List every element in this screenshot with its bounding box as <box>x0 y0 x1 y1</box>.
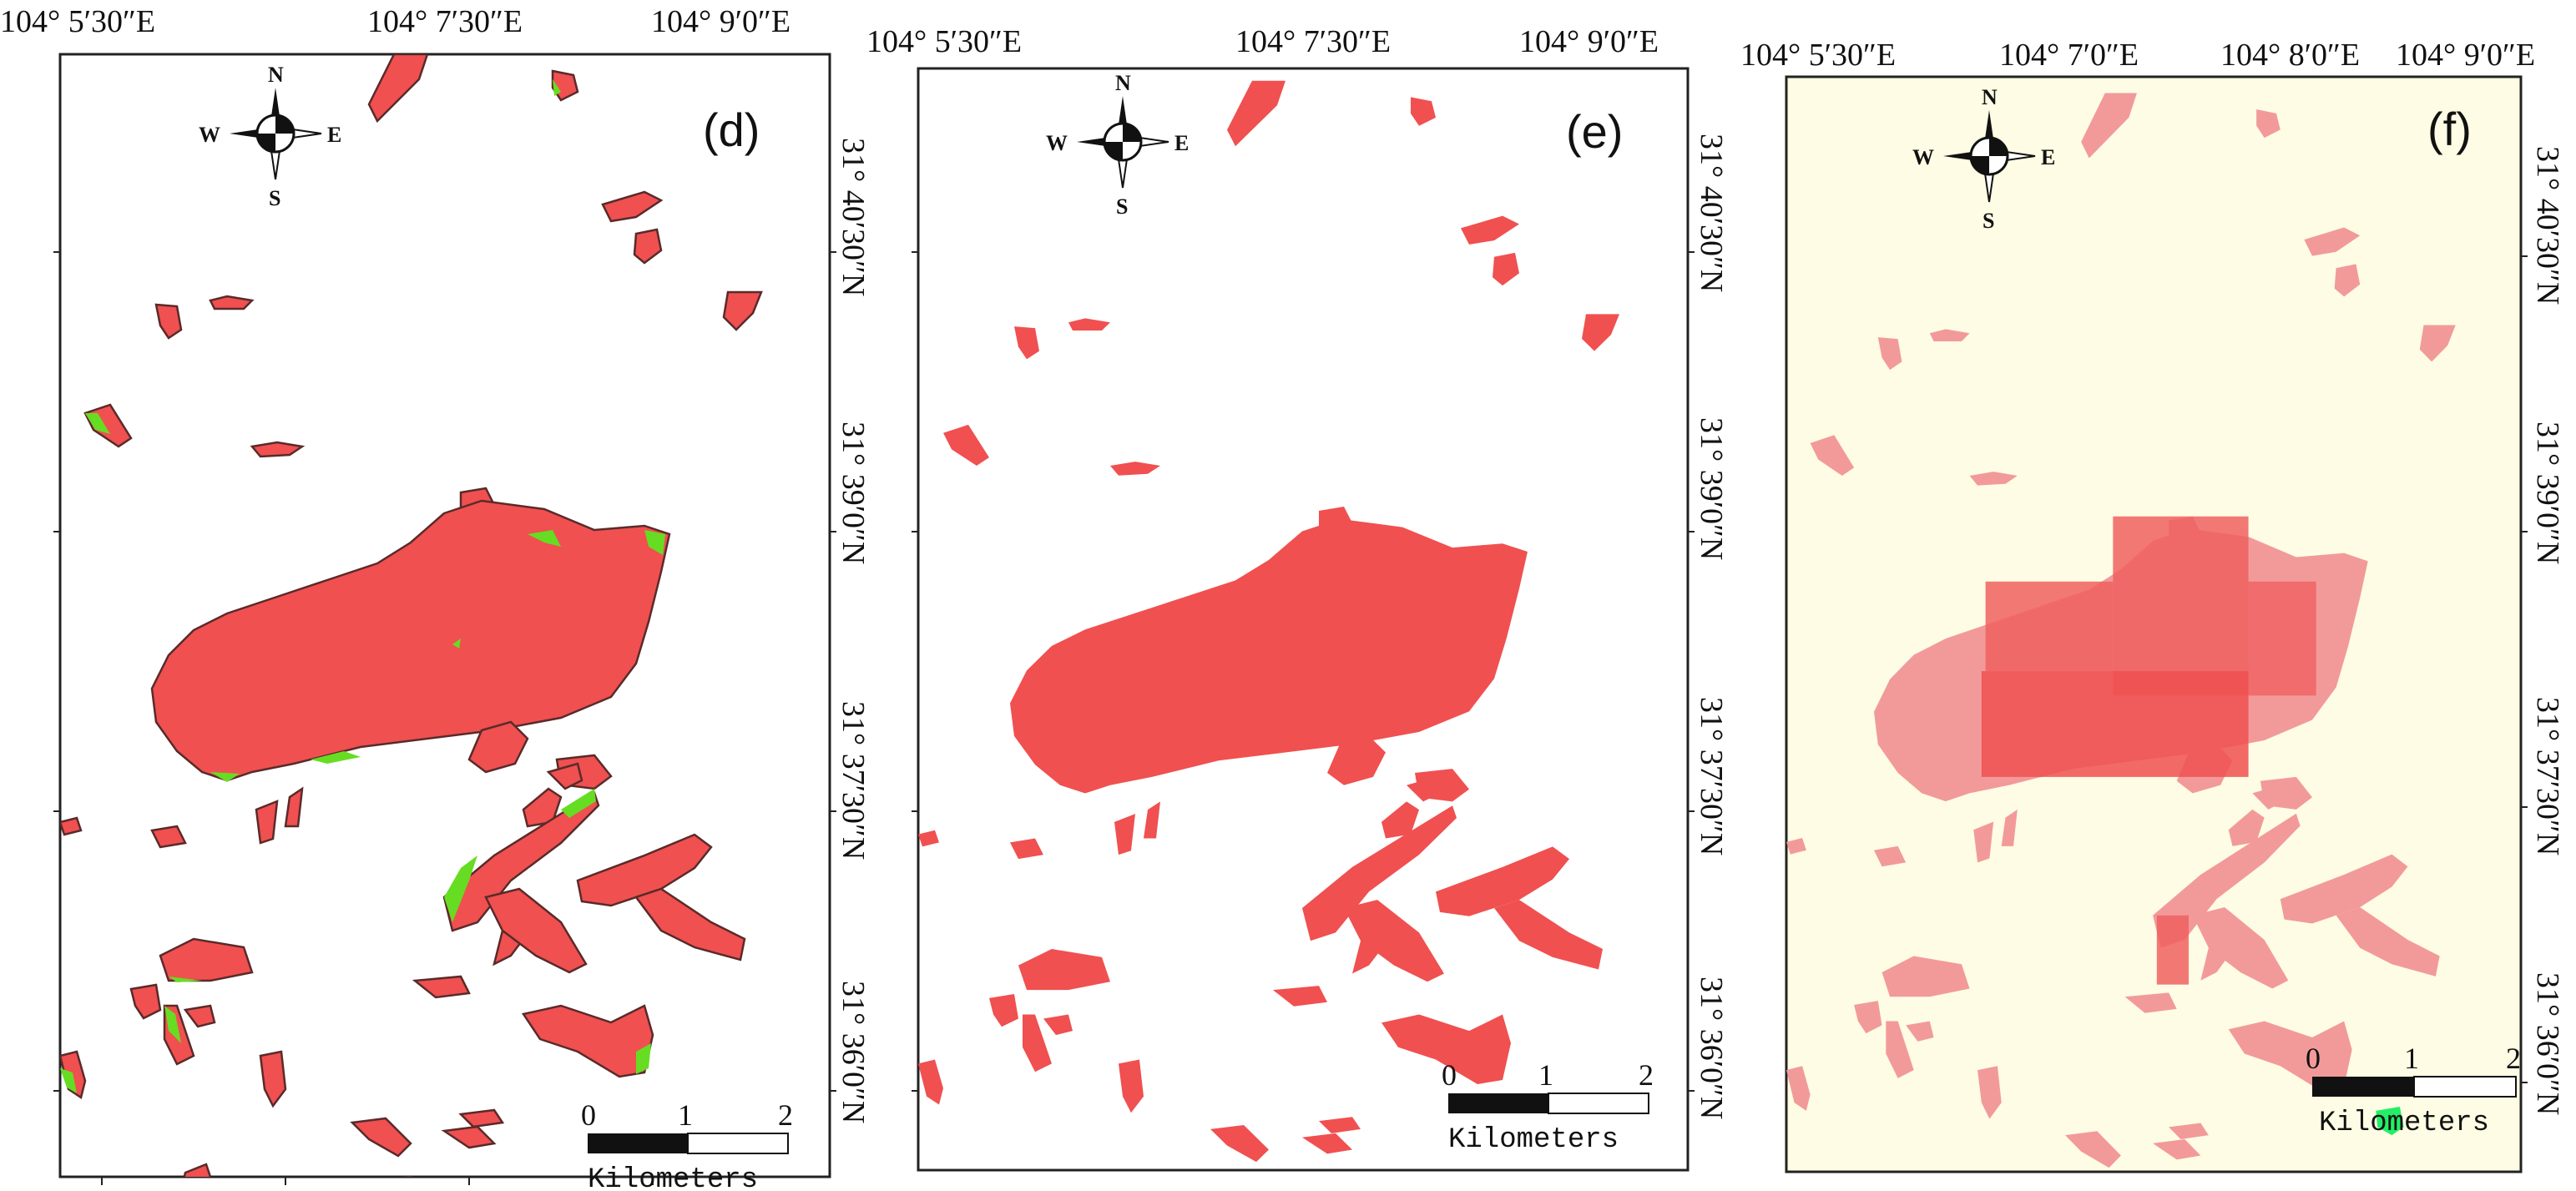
compass-west-label: W <box>1046 131 1068 155</box>
scale-unit-label: Kilometers <box>588 1164 758 1191</box>
panel-e: 104° 5′30″E 104° 7′30″E 104° 9′0″E N S E… <box>866 24 1729 1172</box>
panel-f-lat-label-4: 31° 36′0″N <box>2530 972 2565 1115</box>
panel-e-label: (e) <box>1566 105 1623 158</box>
panel-f-lat-label-2: 31° 39′0″N <box>2530 421 2565 564</box>
scale-tick-2: 2 <box>2506 1042 2521 1075</box>
panel-f-ticks <box>2521 255 2528 1083</box>
panel-e-lat-label-2: 31° 39′0″N <box>1694 417 1729 560</box>
compass-north-label: N <box>268 63 284 87</box>
panel-d-compass: N S E W <box>199 63 341 210</box>
panel-f-lon-label-1: 104° 5′30″E <box>1740 38 1896 73</box>
compass-east-label: E <box>327 123 341 147</box>
panel-f-scale-bar: 0 1 2 Kilometers <box>2306 1042 2521 1139</box>
panel-f-lat-label-3: 31° 37′30″N <box>2530 697 2565 855</box>
panel-e-lat-label-3: 31° 37′30″N <box>1694 697 1729 855</box>
panel-d-label: (d) <box>703 103 760 156</box>
panel-f-label: (f) <box>2427 103 2472 155</box>
compass-west-label: W <box>199 123 220 147</box>
compass-north-label: N <box>1115 71 1131 95</box>
scale-unit-label: Kilometers <box>2319 1108 2489 1139</box>
panel-d-lat-label-4: 31° 36′0″N <box>836 981 871 1123</box>
panel-d-scale-bar: 0 1 2 Kilometers <box>581 1098 793 1191</box>
compass-south-label: S <box>269 186 280 210</box>
panel-f-green-marker <box>2376 1106 2404 1136</box>
scale-tick-1: 1 <box>678 1098 693 1132</box>
panel-f-lon-label-4: 104° 9′0″E <box>2396 38 2535 73</box>
scale-tick-0: 0 <box>1442 1058 1457 1092</box>
panel-d: 104° 5′30″E 104° 7′30″E 104° 9′0″E N <box>0 4 871 1191</box>
panel-d-ticks <box>53 251 836 1185</box>
panel-e-map: N S E W (e) 0 1 2 Kilometers <box>912 67 1695 1172</box>
panel-e-compass: N S E W <box>1046 71 1189 219</box>
panel-f-pixel-block-4 <box>2248 581 2316 696</box>
panel-f-lon-label-3: 104° 8′0″E <box>2220 38 2360 73</box>
scale-tick-1: 1 <box>2404 1042 2419 1075</box>
panel-e-lat-label-4: 31° 36′0″N <box>1694 977 1729 1119</box>
panel-d-lon-label-2: 104° 7′30″E <box>367 4 523 39</box>
panel-d-lat-label-1: 31° 40′30″N <box>836 138 871 296</box>
compass-north-label: N <box>1982 85 1998 109</box>
panel-e-ticks <box>912 251 1695 1092</box>
compass-east-label: E <box>1174 131 1189 155</box>
panel-d-map: N S E W (d) 0 1 2 Kilometers <box>53 53 836 1191</box>
panel-e-lon-label-1: 104° 5′30″E <box>866 24 1022 59</box>
panel-d-lat-label-2: 31° 39′0″N <box>836 421 871 564</box>
panel-f-lat-label-1: 31° 40′30″N <box>2530 146 2565 305</box>
scale-tick-0: 0 <box>581 1098 596 1132</box>
panel-f-pixel-block-2 <box>2113 516 2249 696</box>
panel-f-pixel-block-3 <box>1981 671 2249 777</box>
scale-tick-2: 2 <box>778 1098 793 1132</box>
panel-e-lon-label-2: 104° 7′30″E <box>1235 24 1391 59</box>
panel-e-lat-label-1: 31° 40′30″N <box>1694 134 1729 292</box>
panel-f-pixel-block-5 <box>2156 915 2189 985</box>
compass-south-label: S <box>1983 209 1994 233</box>
panel-f-pixel-block-1 <box>1985 581 2114 672</box>
panel-d-lat-label-3: 31° 37′30″N <box>836 701 871 860</box>
panel-f-compass: N S E W <box>1912 85 2055 233</box>
panel-f-lon-label-2: 104° 7′0″E <box>1999 38 2139 73</box>
compass-west-label: W <box>1912 145 1934 169</box>
scale-unit-label: Kilometers <box>1448 1124 1619 1156</box>
compass-east-label: E <box>2041 145 2055 169</box>
scale-tick-2: 2 <box>1639 1058 1654 1092</box>
panel-f-map: N S E W (f) 0 1 2 Kilometers <box>1785 75 2528 1173</box>
scale-tick-0: 0 <box>2306 1042 2321 1075</box>
panel-d-lon-label-1: 104° 5′30″E <box>0 4 155 39</box>
panel-e-lon-label-3: 104° 9′0″E <box>1519 24 1659 59</box>
compass-south-label: S <box>1116 194 1128 219</box>
panel-f: 104° 5′30″E 104° 7′0″E 104° 8′0″E 104° 9… <box>1740 38 2565 1173</box>
panel-e-scale-bar: 0 1 2 Kilometers <box>1442 1058 1654 1156</box>
panel-d-lon-label-3: 104° 9′0″E <box>651 4 790 39</box>
scale-tick-1: 1 <box>1538 1058 1553 1092</box>
